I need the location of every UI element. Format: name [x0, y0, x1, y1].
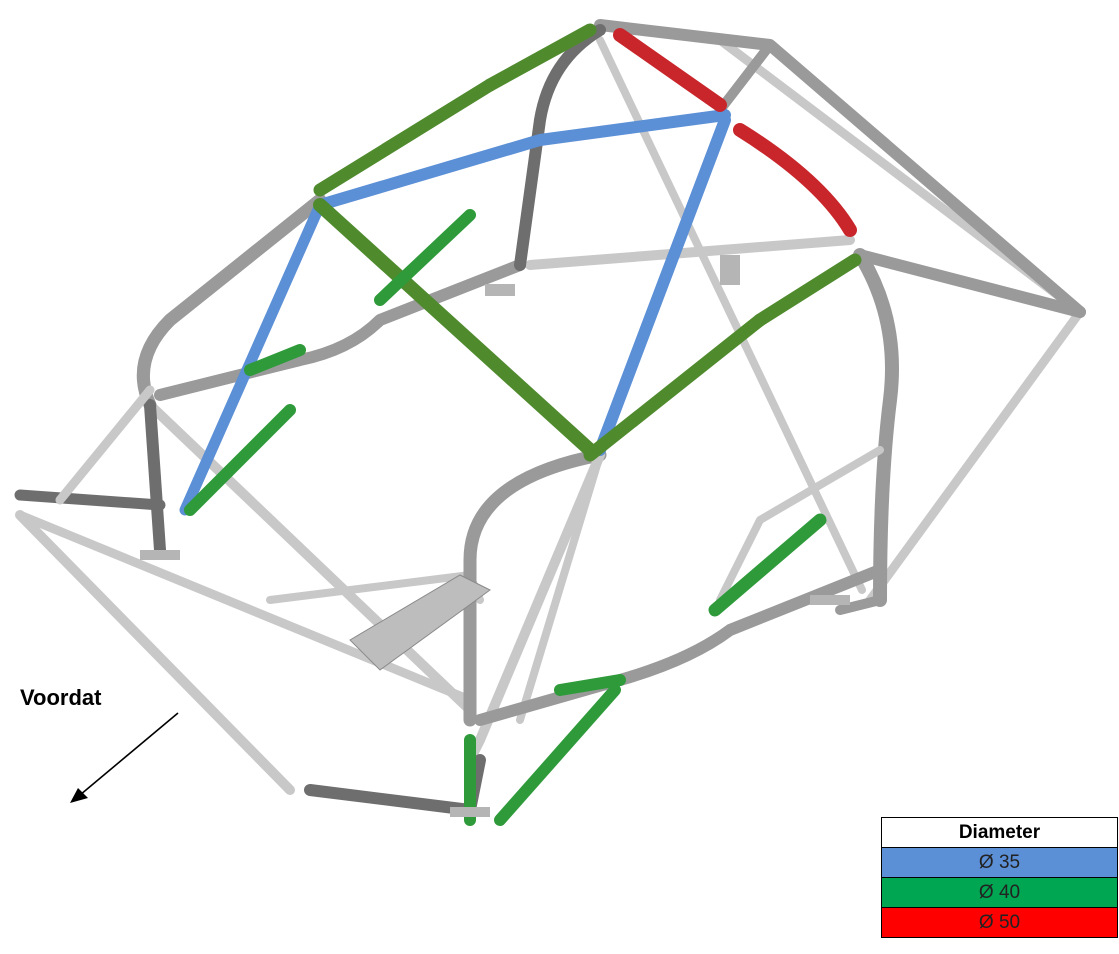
cage-tube-mid — [853, 248, 899, 607]
cage-tube-light — [516, 451, 604, 724]
cage-tube-blue — [179, 199, 326, 516]
front-direction-label: Voordat — [20, 685, 102, 710]
front-direction-arrow — [70, 712, 179, 803]
cage-tube-green — [753, 253, 862, 327]
cage-tube-red — [733, 123, 857, 237]
cage-tube-green_bright — [554, 674, 626, 696]
cage-tube-mid — [715, 40, 775, 115]
cage-tube-light — [145, 400, 475, 715]
legend-row-40: Ø 40 — [881, 877, 1118, 908]
roll-cage-tubes — [14, 19, 1086, 826]
cage-tube-green_bright — [184, 404, 296, 516]
cage-tube-mid — [474, 564, 886, 726]
cage-tube-green_bright — [494, 684, 621, 826]
cage-tube-light — [15, 510, 475, 705]
cage-tube-dark — [144, 399, 166, 556]
cage-tube-light — [865, 307, 1085, 605]
cage-tube-light — [55, 385, 155, 505]
cage-tube-blue — [314, 109, 731, 211]
legend-row-35: Ø 35 — [881, 847, 1118, 878]
cage-tube-mid — [835, 595, 885, 615]
mounting-plate — [140, 550, 180, 560]
cage-tube-blue — [594, 114, 731, 456]
seat-mount-bracket — [349, 574, 491, 671]
cage-tube-dark — [14, 489, 166, 511]
cage-tube-mid — [854, 249, 1086, 318]
cage-tube-light — [525, 235, 855, 270]
cage-tube-green — [313, 198, 597, 457]
cage-tube-green_bright — [244, 344, 306, 376]
legend-row-50: Ø 50 — [881, 907, 1118, 938]
mounting-plate — [810, 595, 850, 605]
cage-tube-green — [583, 313, 767, 462]
cage-tube-green — [313, 78, 497, 197]
cage-tube-dark — [304, 754, 486, 816]
legend-header: Diameter — [881, 817, 1118, 848]
diameter-legend: Diameter Ø 35 Ø 40 Ø 50 — [881, 817, 1118, 938]
cage-tube-green_bright — [708, 513, 827, 617]
cage-tube-light — [15, 510, 295, 795]
mounting-plate — [720, 255, 740, 285]
cage-tube-light — [716, 446, 884, 604]
mounting-plate — [450, 807, 490, 817]
cage-tube-green — [483, 23, 597, 92]
cage-tube-red — [613, 28, 727, 112]
mounting-plate — [485, 284, 515, 296]
cage-tube-mid — [154, 259, 526, 401]
cage-tube-green_bright — [374, 209, 476, 306]
